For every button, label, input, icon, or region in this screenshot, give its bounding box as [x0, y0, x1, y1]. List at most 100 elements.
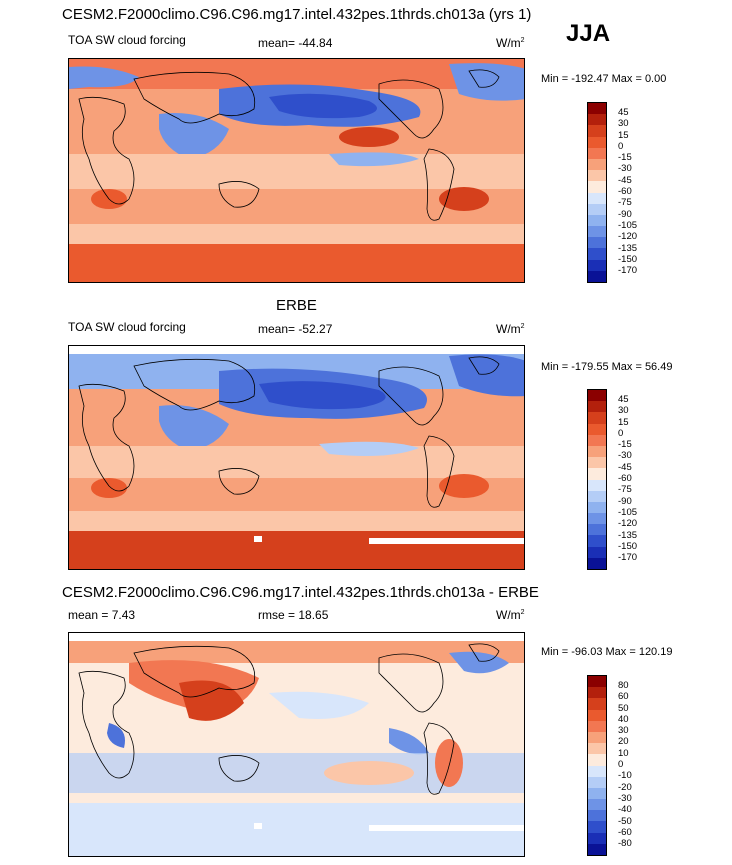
- colorbar-swatch: [588, 843, 606, 855]
- colorbar-swatch: [588, 214, 606, 227]
- colorbar-tick-label: -30: [618, 163, 632, 175]
- colorbar-swatch: [588, 731, 606, 744]
- colorbar-swatch: [588, 434, 606, 446]
- panel1-title: CESM2.F2000climo.C96.C96.mg17.intel.432p…: [62, 6, 532, 23]
- colorbar-swatch: [588, 270, 606, 282]
- colorbar-tick-label: -20: [618, 781, 632, 793]
- panel1-units: W/m2: [496, 36, 525, 50]
- colorbar-tick-label: 80: [618, 680, 629, 691]
- colorbar-swatch: [588, 698, 606, 710]
- colorbar-tick-label: -170: [618, 552, 638, 564]
- panel1-colorbar-labels: 45 30 15 0 -15 -30 -45 -60 -75 -90 -105 -120 -135 -15…: [618, 107, 637, 276]
- colorbar-swatch: [588, 192, 606, 204]
- colorbar-tick-label: 0: [618, 140, 624, 152]
- panel1-minmax: Min = -192.47 Max = 0.00: [541, 73, 667, 85]
- colorbar-tick-label: -50: [618, 815, 632, 827]
- colorbar-tick-label: -60: [618, 826, 632, 838]
- colorbar-tick-label: -45: [618, 174, 632, 186]
- colorbar-tick-label: -30: [618, 792, 632, 804]
- panel3-map-svg: [69, 633, 524, 856]
- colorbar-tick-label: 0: [618, 759, 624, 771]
- colorbar-tick-label: 30: [618, 405, 629, 417]
- panel3-minmax: Min = -96.03 Max = 120.19: [541, 646, 673, 658]
- colorbar-swatch: [588, 203, 606, 215]
- colorbar-swatch: [588, 687, 606, 699]
- panel2-map-svg: [69, 346, 524, 569]
- panel2-units: W/m2: [496, 322, 525, 336]
- colorbar-swatch: [588, 501, 606, 514]
- colorbar-swatch: [588, 799, 606, 811]
- colorbar-swatch: [588, 557, 606, 569]
- panel2-map: [68, 345, 525, 570]
- colorbar-swatch: [588, 170, 606, 182]
- colorbar-tick-label: -80: [618, 838, 632, 850]
- colorbar-swatch: [588, 114, 606, 126]
- colorbar-tick-label: 45: [618, 107, 629, 118]
- colorbar-tick-label: -45: [618, 461, 632, 473]
- colorbar-tick-label: 40: [618, 713, 629, 725]
- colorbar-tick-label: -90: [618, 495, 632, 507]
- colorbar-swatch: [588, 125, 606, 137]
- panel1-colorbar: [587, 102, 607, 283]
- colorbar-swatch: [588, 787, 606, 800]
- colorbar-swatch: [588, 158, 606, 171]
- colorbar-tick-label: -30: [618, 450, 632, 462]
- colorbar-tick-label: -120: [618, 231, 638, 243]
- colorbar-tick-label: -60: [618, 186, 632, 198]
- panel2-colorbar-labels: 45 30 15 0 -15 -30 -45 -60 -75 -90 -105 -120 -135 -15…: [618, 394, 637, 563]
- panel3-rmse: rmse = 18.65: [258, 608, 329, 622]
- colorbar-swatch: [588, 390, 606, 402]
- panel3-colorbar-labels: 80 60 50 40 30 20 10 0 -10 -20 -30 -40 -50 -60 -80: [618, 680, 632, 849]
- colorbar-tick-label: -120: [618, 518, 638, 530]
- colorbar-tick-label: -170: [618, 265, 638, 277]
- colorbar-swatch: [588, 147, 606, 159]
- colorbar-tick-label: 30: [618, 118, 629, 130]
- colorbar-tick-label: -60: [618, 473, 632, 485]
- panel3-colorbar: [587, 675, 607, 856]
- colorbar-tick-label: -105: [618, 506, 638, 518]
- panel3-map: [68, 632, 525, 857]
- colorbar-swatch: [588, 237, 606, 249]
- colorbar-swatch: [588, 709, 606, 721]
- colorbar-swatch: [588, 401, 606, 413]
- colorbar-swatch: [588, 423, 606, 435]
- colorbar-swatch: [588, 226, 606, 238]
- colorbar-tick-label: -150: [618, 253, 638, 265]
- colorbar-swatch: [588, 720, 606, 732]
- colorbar-tick-label: 15: [618, 416, 629, 428]
- colorbar-swatch: [588, 765, 606, 777]
- colorbar-swatch: [588, 546, 606, 558]
- colorbar-tick-label: -10: [618, 770, 632, 782]
- colorbar-tick-label: 0: [618, 427, 624, 439]
- colorbar-swatch: [588, 490, 606, 502]
- colorbar-swatch: [588, 136, 606, 148]
- colorbar-swatch: [588, 676, 606, 688]
- colorbar-tick-label: -15: [618, 439, 632, 451]
- colorbar-tick-label: 30: [618, 725, 629, 737]
- colorbar-swatch: [588, 248, 606, 260]
- colorbar-swatch: [588, 754, 606, 766]
- colorbar-tick-label: -105: [618, 219, 638, 231]
- colorbar-swatch: [588, 468, 606, 480]
- colorbar-swatch: [588, 821, 606, 833]
- colorbar-swatch: [588, 832, 606, 844]
- colorbar-swatch: [588, 181, 606, 193]
- colorbar-tick-label: 45: [618, 394, 629, 405]
- colorbar-tick-label: -135: [618, 242, 638, 254]
- colorbar-swatch: [588, 743, 606, 755]
- colorbar-tick-label: -15: [618, 152, 632, 164]
- colorbar-swatch: [588, 457, 606, 469]
- colorbar-tick-label: 20: [618, 736, 629, 748]
- colorbar-swatch: [588, 810, 606, 822]
- colorbar-tick-label: -75: [618, 197, 632, 209]
- panel2-colorbar: [587, 389, 607, 570]
- colorbar-swatch: [588, 524, 606, 536]
- panel2-minmax: Min = -179.55 Max = 56.49: [541, 361, 673, 373]
- panel2-title: ERBE: [276, 297, 317, 314]
- colorbar-tick-label: -40: [618, 804, 632, 816]
- panel1-variable: TOA SW cloud forcing: [68, 33, 186, 47]
- colorbar-tick-label: -75: [618, 484, 632, 496]
- panel3-mean: mean = 7.43: [68, 608, 136, 622]
- colorbar-swatch: [588, 776, 606, 788]
- panel1-map-svg: [69, 59, 524, 282]
